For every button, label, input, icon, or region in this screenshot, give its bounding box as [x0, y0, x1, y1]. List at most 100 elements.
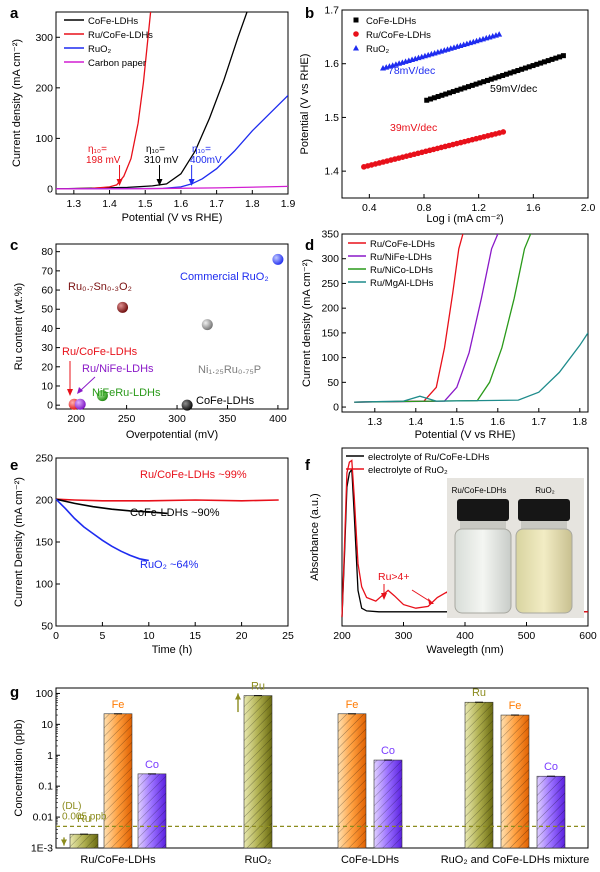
b-data-marker — [538, 60, 544, 66]
c-x-tick-label: 350 — [219, 413, 237, 425]
d-x-tick-label: 1.3 — [367, 416, 382, 428]
a-x-tick-label: 1.3 — [67, 198, 82, 210]
b-data-marker — [469, 82, 475, 88]
g-bar-hatch — [244, 695, 272, 848]
b-data-marker — [353, 45, 359, 51]
c-plot-frame — [55, 243, 289, 410]
b-y-axis-label: Potential (V vs RHE) — [299, 54, 311, 155]
b-data-marker — [545, 58, 551, 64]
c-x-axis-label: Overpotential (mV) — [126, 429, 218, 441]
b-data-marker — [526, 64, 532, 70]
f-legend-label: electrolyte of Ru/CoFe-LDHs — [368, 452, 490, 463]
e-x-tick-label: 15 — [189, 630, 201, 642]
b-data-marker — [484, 77, 490, 83]
g-bar-element-label: Ru — [77, 813, 91, 825]
c-y-tick-label: 0 — [47, 400, 53, 412]
b-data-marker — [447, 90, 453, 96]
b-data-marker — [560, 53, 566, 59]
a-lines — [56, 12, 288, 190]
b-data-marker — [553, 55, 559, 61]
g-bar-element-label: Fe — [346, 699, 359, 711]
d-x-tick-label: 1.4 — [408, 416, 423, 428]
c-annotation-arrowhead — [67, 389, 73, 396]
f-legend-label: electrolyte of RuO₂ — [368, 465, 448, 476]
b-x-tick-label: 0.4 — [362, 202, 377, 214]
f-annotation-label: Ru>4+ — [378, 571, 410, 583]
g-bar-element-label: Fe — [112, 699, 125, 711]
a-y-tick-label: 0 — [47, 183, 53, 195]
b-data-marker — [507, 70, 513, 76]
e-series-line-1 — [55, 498, 168, 515]
d-y-tick-label: 350 — [321, 229, 339, 241]
a-annotation-arrowhead — [188, 179, 195, 186]
g-bar-hatch — [501, 715, 529, 848]
c-y-axis-label: Ru content (wt.%) — [13, 283, 25, 370]
a-legend-label: CoFe-LDHs — [88, 16, 138, 27]
f-x-tick-label: 400 — [456, 630, 474, 642]
a-y-axis-label: Current density (mA cm⁻²) — [11, 39, 23, 167]
g-bar-element-label: Ru — [251, 681, 265, 693]
c-point-label: Ru/CoFe-LDHs — [62, 346, 138, 358]
b-data-marker — [473, 81, 479, 87]
a-x-axis-label: Potential (V vs RHE) — [122, 212, 223, 224]
b-y-tick-label: 1.6 — [324, 58, 339, 70]
b-data-marker — [353, 17, 359, 23]
d-legend-label: Ru/MgAl-LDHs — [370, 278, 434, 289]
b-plot-frame — [341, 9, 589, 199]
d-plot-frame — [341, 233, 589, 413]
g-group-label: Ru/CoFe-LDHs — [80, 854, 156, 866]
panel-letter-g: g — [10, 684, 19, 701]
d-x-tick-label: 1.7 — [531, 416, 546, 428]
b-data-marker — [500, 129, 507, 135]
panel-d: d 1.3 1.4 1.5 1.6 1.7 1.8 0 50 100 150 200 250 300 350… — [301, 229, 589, 441]
g-y-tick-label: 1E-3 — [31, 843, 53, 855]
c-x-tick-label: 400 — [269, 413, 287, 425]
c-point-label: Ni₁.₂₅Ru₀.₇₅P — [198, 364, 261, 376]
b-x-tick-label: 0.8 — [417, 202, 432, 214]
a-x-tick-label: 1.9 — [281, 198, 296, 210]
g-bar-hatch — [338, 713, 366, 848]
a-annotation-value: 400mV — [190, 155, 222, 166]
e-series-line-2 — [55, 498, 149, 562]
panel-letter-e: e — [10, 457, 18, 474]
d-y-axis-label: Current density (mA cm⁻²) — [301, 259, 313, 387]
f-x-axis-label: Wavelegth (nm) — [426, 644, 503, 656]
b-data-marker — [435, 94, 441, 100]
f-annotation-arrowhead — [381, 593, 387, 600]
b-series-2 — [380, 31, 503, 71]
a-series-line-3 — [56, 185, 288, 190]
b-data-marker — [503, 71, 509, 77]
f-inset-label: Ru/CoFe-LDHs — [452, 486, 507, 495]
f-annotation-arrowhead — [428, 598, 434, 604]
c-point-label: Ru₀.₇Sn₀.₃O₂ — [68, 281, 132, 293]
b-x-tick-label: 2.0 — [581, 202, 596, 214]
a-annotation-eta: η₁₀= — [146, 144, 165, 155]
d-y-tick-label: 0 — [333, 402, 339, 414]
f-x-tick-label: 300 — [395, 630, 413, 642]
f-vial-body — [515, 528, 573, 614]
panel-letter-d: d — [305, 237, 314, 254]
c-y-tick-label: 60 — [41, 285, 53, 297]
e-x-tick-label: 20 — [236, 630, 248, 642]
chart-root: a1.3 1.4 1.5 1.6 1.7 1.8 1.90100200300Potentia… — [10, 5, 597, 867]
e-x-tick-label: 5 — [99, 630, 105, 642]
a-y-tick-label: 100 — [35, 133, 53, 145]
a-x-tick-label: 1.4 — [102, 198, 117, 210]
b-data-marker — [541, 59, 547, 65]
g-bar-hatch — [537, 776, 565, 848]
e-y-tick-label: 250 — [35, 453, 53, 465]
a-annotation-arrowhead — [116, 179, 123, 186]
e-series-label: Ru/CoFe-LDHs ~99% — [140, 469, 247, 481]
d-x-axis-label: Potential (V vs RHE) — [415, 429, 516, 441]
d-y-tick-label: 200 — [321, 303, 339, 315]
g-y-tick-label: 100 — [35, 688, 53, 700]
panel-letter-f: f — [305, 457, 311, 474]
g-below-dl-arrowhead — [61, 839, 67, 846]
b-y-tick-label: 1.5 — [324, 112, 339, 124]
d-x-tick-label: 1.8 — [572, 416, 587, 428]
d-x-tick-label: 1.6 — [490, 416, 505, 428]
e-series-label: CoFe-LDHs ~90% — [130, 507, 220, 519]
e-series-label: RuO₂ ~64% — [140, 559, 199, 571]
c-data-point — [272, 253, 284, 265]
panel-letter-b: b — [305, 5, 314, 22]
